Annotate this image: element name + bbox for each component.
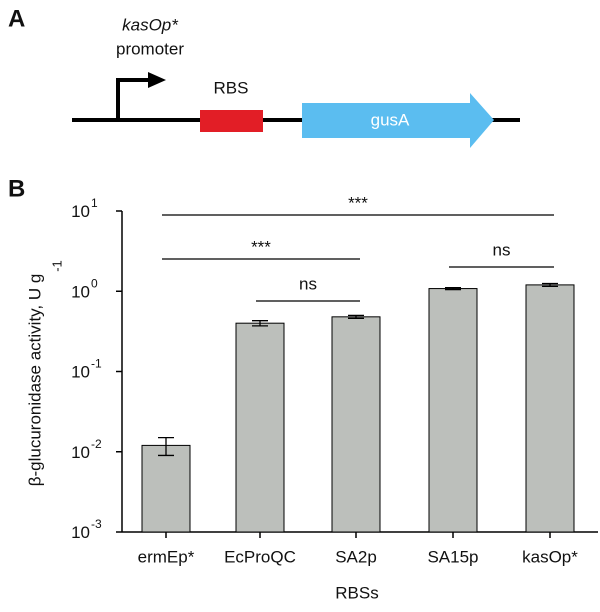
- y-tick-exponent: -2: [91, 437, 102, 451]
- y-tick-base: 10: [71, 283, 90, 302]
- y-tick-label: 10: [71, 523, 90, 542]
- bar: [428, 288, 478, 533]
- y-tick-label: 10: [71, 363, 90, 382]
- y-tick-base: 10: [71, 363, 90, 382]
- rbs-label: RBS: [214, 78, 249, 97]
- bar: [235, 322, 285, 533]
- gene-arrow: [302, 93, 494, 148]
- bar: [331, 316, 381, 533]
- y-tick-exponent: 0: [91, 276, 98, 290]
- y-tick-base: 10: [71, 523, 90, 542]
- error-bar: [348, 314, 364, 319]
- x-axis-label: RBSs: [335, 583, 378, 602]
- promoter-arrow-head: [148, 72, 166, 88]
- y-tick-base: 10: [71, 443, 90, 462]
- x-tick-label: SA2p: [335, 547, 377, 566]
- y-tick-label: 10: [71, 202, 90, 221]
- y-tick-base: 10: [71, 202, 90, 221]
- promoter-label: promoter: [116, 39, 184, 58]
- significance-label: ns: [493, 240, 511, 259]
- x-tick-label: SA15p: [427, 547, 478, 566]
- x-tick-label: EcProQC: [224, 547, 296, 566]
- significance-label: ns: [299, 274, 317, 293]
- error-bar: [445, 286, 461, 291]
- error-bar: [252, 320, 268, 327]
- y-tick-label: 10: [71, 443, 90, 462]
- bar: [141, 444, 191, 533]
- rbs-box: [200, 110, 263, 132]
- bar: [525, 284, 575, 533]
- y-axis-label-exponent: -1: [49, 260, 64, 272]
- promoter-arrow: [116, 78, 150, 120]
- gene-label: gusA: [371, 110, 410, 129]
- y-tick-label: 10: [71, 283, 90, 302]
- panel-label: A: [8, 5, 25, 32]
- y-tick-exponent: -3: [91, 517, 102, 531]
- y-tick-exponent: -1: [91, 357, 102, 371]
- error-bar: [542, 282, 558, 288]
- y-axis-label: β-glucuronidase activity, U g: [25, 274, 44, 487]
- x-tick-label: ermEp*: [138, 547, 195, 566]
- significance-label: ***: [348, 193, 368, 212]
- promoter-name: kasOp*: [122, 15, 179, 34]
- panel-label: B: [8, 175, 25, 202]
- y-tick-exponent: 1: [91, 196, 98, 210]
- x-tick-label: kasOp*: [522, 547, 578, 566]
- significance-label: ***: [251, 237, 271, 256]
- error-bar: [158, 436, 174, 457]
